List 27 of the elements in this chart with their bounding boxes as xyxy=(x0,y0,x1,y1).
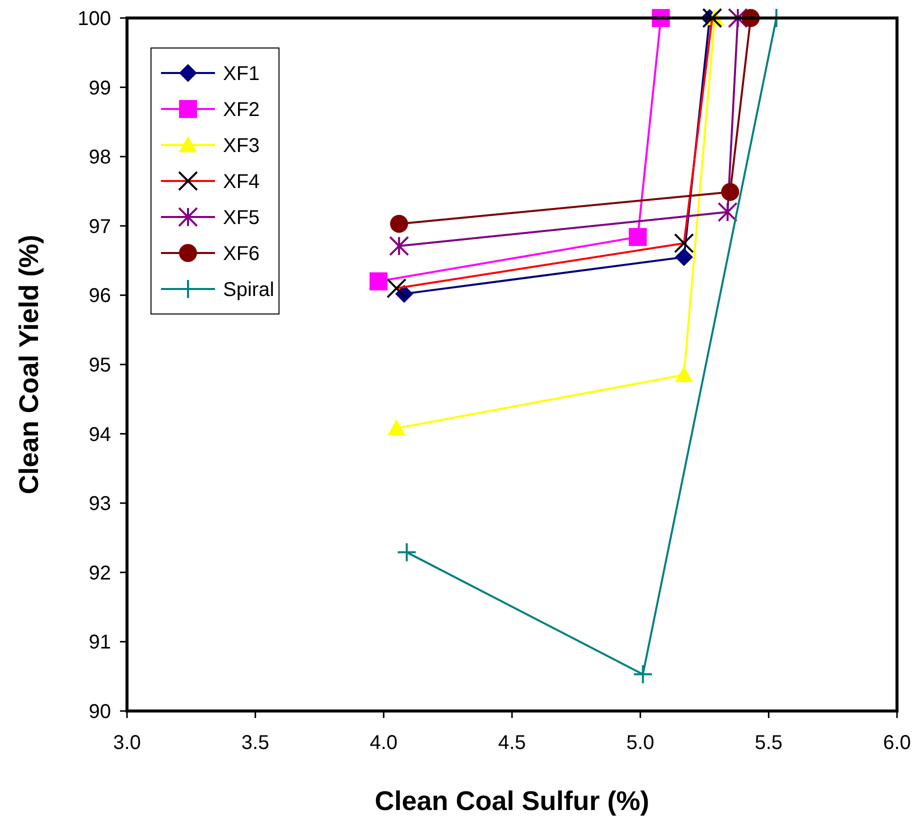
legend-label: XF6 xyxy=(223,243,260,265)
y-tick-label: 96 xyxy=(88,285,111,308)
x-tick-label: 3.0 xyxy=(113,732,141,754)
legend-label: Spiral xyxy=(223,279,274,301)
x-tick-label: 4.5 xyxy=(498,732,526,754)
legend-label: XF5 xyxy=(223,207,260,229)
y-tick-label: 93 xyxy=(88,493,111,516)
x-tick-label: 5.5 xyxy=(754,732,783,754)
y-tick-label: 94 xyxy=(88,424,111,446)
legend-label: XF3 xyxy=(223,135,260,157)
x-tick-label: 6.0 xyxy=(883,732,911,754)
y-tick-label: 98 xyxy=(88,146,111,169)
legend-label: XF4 xyxy=(223,171,260,193)
x-tick-label: 4.0 xyxy=(370,732,398,754)
y-tick-label: 92 xyxy=(88,562,111,584)
y-tick-label: 90 xyxy=(88,701,111,723)
legend-label: XF1 xyxy=(223,63,260,85)
y-tick-label: 91 xyxy=(88,632,111,654)
y-tick-label: 99 xyxy=(88,77,111,100)
legend-label: XF2 xyxy=(223,99,260,121)
y-tick-label: 100 xyxy=(78,8,111,30)
x-tick-label: 3.5 xyxy=(241,732,270,754)
y-axis-title: Clean Coal Yield (%) xyxy=(14,234,44,494)
y-tick-label: 95 xyxy=(88,354,111,376)
x-axis-title: Clean Coal Sulfur (%) xyxy=(374,786,650,816)
y-tick-label: 97 xyxy=(88,216,111,238)
x-tick-label: 5.0 xyxy=(626,732,654,754)
